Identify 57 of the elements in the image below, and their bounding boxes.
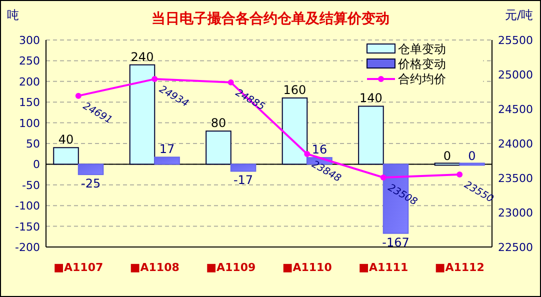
- point: [456, 172, 463, 178]
- point: [380, 174, 386, 180]
- data-label: 140: [360, 91, 382, 106]
- data-label: 40: [58, 132, 74, 147]
- x-tick-label: ■A1107: [54, 261, 104, 274]
- bar: [282, 97, 308, 165]
- data-label: 240: [130, 50, 154, 64]
- x-tick-label: ■A1111: [358, 261, 408, 274]
- bar: [459, 162, 485, 166]
- y-tick-label: -100: [15, 200, 40, 213]
- bar: [230, 164, 256, 172]
- data-label: -25: [80, 176, 101, 191]
- y2-tick-label: 24000: [498, 138, 533, 150]
- y2-tick-label: 23500: [498, 172, 533, 185]
- y-axis-title: 吨: [7, 8, 19, 22]
- data-label: -167: [382, 235, 410, 250]
- y2-tick-label: 22500: [498, 241, 533, 254]
- point: [75, 92, 82, 99]
- data-label: -17: [233, 173, 254, 188]
- bar: [358, 106, 384, 165]
- x-tick-label: ■A1108: [130, 261, 180, 274]
- data-label: 17: [159, 142, 175, 156]
- y-tick-label: 250: [19, 54, 40, 68]
- legend-label: 合约均价: [398, 72, 446, 86]
- chart-title: 当日电子撮合各合约仓单及结算价变动: [152, 10, 390, 27]
- bar: [129, 64, 156, 165]
- bar: [53, 147, 79, 165]
- point: [304, 150, 310, 157]
- x-tick-label: ■A1112: [434, 261, 484, 274]
- bar: [206, 130, 232, 165]
- legend-label: 价格变动: [397, 57, 446, 71]
- y2-tick-label: 24500: [498, 103, 533, 116]
- bar: [154, 156, 180, 165]
- y-tick-label: 300: [19, 34, 40, 47]
- bar: [78, 164, 104, 176]
- point: [152, 76, 158, 82]
- y-tick-label: 200: [19, 75, 40, 88]
- y2-axis-title: 元/吨: [504, 8, 534, 22]
- data-label: 0: [443, 149, 452, 164]
- data-label: 16: [312, 142, 328, 157]
- x-tick-label: ■A1110: [282, 261, 332, 274]
- y2-tick-label: 25000: [498, 68, 533, 82]
- y-tick-label: 0: [33, 158, 40, 172]
- y2-tick-label: 25500: [498, 34, 533, 47]
- y-tick-label: -50: [22, 178, 40, 192]
- x-tick-label: ■A1109: [206, 261, 256, 274]
- y-tick-label: 150: [19, 96, 40, 110]
- y-tick-label: 100: [19, 116, 40, 130]
- y-tick-label: -150: [15, 220, 40, 234]
- y-tick-label: 50: [26, 138, 40, 150]
- point: [228, 79, 234, 86]
- data-label: 80: [210, 116, 226, 130]
- y-tick-label: -200: [15, 241, 40, 254]
- y2-tick-label: 23000: [498, 206, 533, 220]
- data-label: 0: [468, 149, 476, 164]
- legend-label: 仓单变动: [398, 42, 446, 56]
- data-label: 160: [283, 82, 306, 97]
